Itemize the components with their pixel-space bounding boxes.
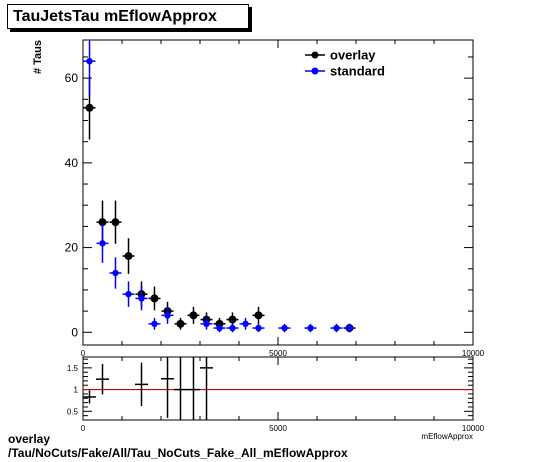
x-axis-title: mEflowApprox — [421, 432, 473, 441]
data-point — [255, 324, 262, 332]
legend-marker — [311, 67, 319, 75]
data-point — [281, 324, 288, 332]
data-point — [189, 311, 198, 320]
data-point — [99, 240, 106, 247]
data-point — [85, 103, 94, 112]
data-point — [111, 218, 120, 227]
plot-frame — [82, 39, 474, 346]
data-point — [98, 218, 107, 227]
y-tick-label: 20 — [65, 241, 79, 255]
data-point — [254, 311, 263, 320]
ratio-plot: 0 5000 10000 0.5 1 1.5 mEflowApprox — [67, 356, 485, 441]
footer-label: overlay — [8, 432, 51, 446]
data-point — [138, 295, 145, 302]
x-tick-label: 5000 — [269, 424, 287, 433]
y-tick-label: 1.5 — [67, 364, 79, 373]
legend-marker — [311, 51, 319, 59]
data-point — [164, 312, 171, 319]
x-tick-label: 10000 — [462, 424, 485, 433]
x-tick-label: 0 — [81, 424, 86, 433]
legend-entry: standard — [330, 64, 385, 79]
y-tick-label: 40 — [65, 156, 79, 170]
x-tick-label: 5000 — [269, 349, 287, 358]
data-point — [112, 269, 119, 277]
x-tick-label: 10000 — [462, 349, 485, 358]
data-point — [216, 324, 223, 332]
data-point — [307, 324, 314, 332]
y-tick-label: 0 — [71, 325, 78, 339]
data-point — [124, 252, 133, 261]
plot-title: TauJetsTau mEflowApprox — [7, 4, 249, 29]
y-tick-label: 60 — [65, 71, 79, 85]
series-ratio — [83, 357, 214, 420]
y-axis-title: # Taus — [32, 40, 44, 74]
data-point — [228, 315, 237, 324]
data-point — [346, 324, 353, 332]
y-tick-label: 0.5 — [67, 407, 79, 416]
plot-frame — [82, 356, 474, 421]
data-point — [150, 294, 159, 303]
x-tick-label: 0 — [81, 349, 86, 358]
data-point — [333, 324, 340, 332]
data-point — [125, 290, 132, 298]
data-point — [176, 319, 185, 328]
data-point — [151, 320, 158, 328]
series-standard — [83, 40, 356, 333]
data-point — [242, 320, 249, 328]
legend-entry: overlay — [330, 48, 376, 63]
footer-path: /Tau/NoCuts/Fake/All/Tau_NoCuts_Fake_All… — [8, 446, 348, 460]
data-point — [203, 320, 210, 328]
data-point — [86, 57, 93, 65]
data-point — [229, 324, 236, 332]
y-tick-label: 1 — [74, 386, 79, 395]
